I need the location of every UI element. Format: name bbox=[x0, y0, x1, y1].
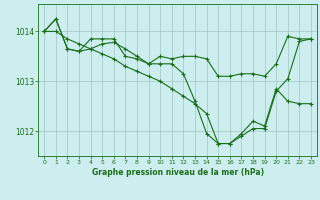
X-axis label: Graphe pression niveau de la mer (hPa): Graphe pression niveau de la mer (hPa) bbox=[92, 168, 264, 177]
